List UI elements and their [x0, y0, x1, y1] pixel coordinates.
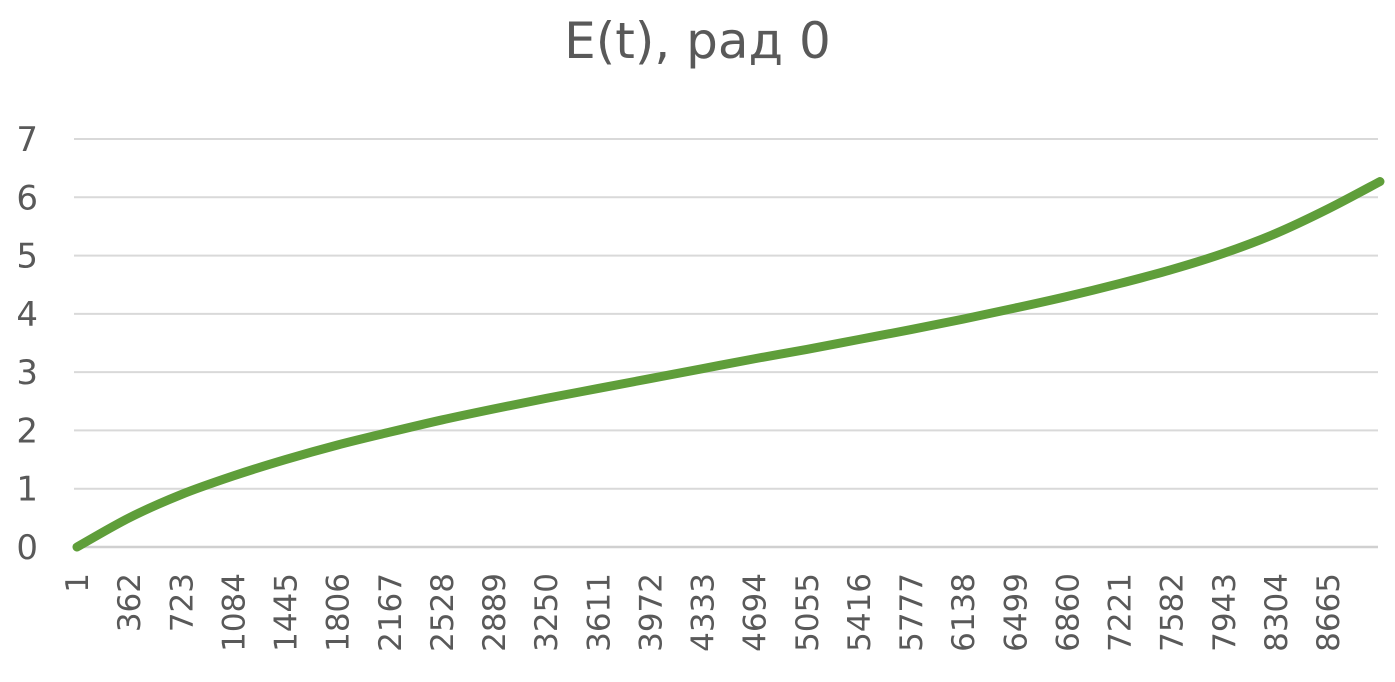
x-tick-label: 6138 — [946, 573, 982, 652]
y-tick-label: 6 — [16, 178, 38, 218]
x-tick-label: 723 — [164, 573, 200, 632]
y-tick-label: 2 — [16, 411, 38, 451]
chart-title: E(t), рад 0 — [564, 12, 831, 70]
x-tick-label: 4694 — [738, 573, 774, 652]
x-tick-label: 1 — [60, 573, 96, 593]
x-tick-label: 3611 — [581, 573, 617, 652]
x-tick-label: 2528 — [425, 573, 461, 652]
y-tick-label: 4 — [16, 295, 38, 335]
y-axis: 0 1 2 3 4 5 6 7 — [16, 120, 38, 568]
x-tick-label: 4333 — [686, 573, 722, 652]
x-tick-label: 8665 — [1311, 573, 1347, 652]
x-tick-label: 3972 — [633, 573, 669, 652]
x-tick-label: 7221 — [1103, 573, 1139, 652]
y-tick-label: 0 — [16, 528, 38, 568]
x-tick-label: 1445 — [269, 573, 305, 652]
x-tick-label: 2167 — [373, 573, 409, 652]
x-tick-label: 5416 — [842, 573, 878, 652]
x-axis: 1 362 723 1084 1445 1806 2167 2528 2889 3250 3611 3… — [60, 573, 1347, 652]
y-tick-label: 3 — [16, 353, 38, 393]
y-tick-label: 5 — [16, 237, 38, 277]
y-tick-label: 7 — [16, 120, 38, 160]
x-tick-label: 5055 — [790, 573, 826, 652]
x-tick-label: 5777 — [894, 573, 930, 652]
x-tick-label: 8304 — [1259, 573, 1295, 652]
x-tick-label: 2889 — [477, 573, 513, 652]
x-tick-label: 3250 — [529, 573, 565, 652]
x-tick-label: 362 — [112, 573, 148, 632]
x-tick-label: 1084 — [216, 573, 252, 652]
series-line-0 — [72, 177, 1385, 552]
x-tick-label: 6860 — [1050, 573, 1086, 652]
x-tick-label: 7943 — [1207, 573, 1243, 652]
grid-layer — [74, 138, 1378, 549]
x-tick-label: 1806 — [321, 573, 357, 652]
series-layer — [72, 177, 1385, 552]
x-tick-label: 7582 — [1155, 573, 1191, 652]
y-tick-label: 1 — [16, 470, 38, 510]
x-tick-label: 6499 — [998, 573, 1034, 652]
